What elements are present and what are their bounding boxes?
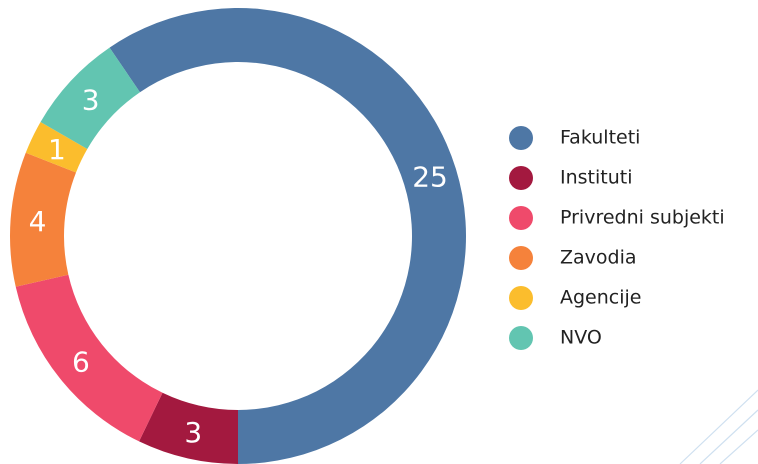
data-label: 4 bbox=[29, 205, 47, 238]
donut-segment bbox=[25, 122, 88, 173]
legend-swatch bbox=[509, 166, 533, 190]
legend-swatch bbox=[509, 126, 533, 150]
legend-label: Agencije bbox=[560, 287, 641, 309]
data-label: 3 bbox=[184, 416, 202, 449]
decoration bbox=[679, 389, 758, 464]
legend-label: Instituti bbox=[560, 167, 633, 189]
legend-swatch bbox=[509, 206, 533, 230]
donut-segment bbox=[15, 274, 163, 442]
donut-segment bbox=[139, 392, 239, 464]
legend-label: Fakulteti bbox=[560, 127, 640, 149]
legend-label: NVO bbox=[560, 327, 602, 349]
data-label: 25 bbox=[412, 161, 448, 194]
legend-swatch bbox=[509, 286, 533, 310]
legend-swatch bbox=[509, 326, 533, 350]
data-label: 3 bbox=[82, 83, 100, 116]
legend-label: Zavodia bbox=[560, 247, 637, 269]
donut-segment bbox=[40, 47, 140, 150]
donut-segment bbox=[9, 152, 77, 287]
donut-segment bbox=[109, 8, 466, 464]
legend-label: Privredni subjekti bbox=[560, 207, 725, 229]
legend-swatch bbox=[509, 246, 533, 270]
data-label: 6 bbox=[72, 345, 90, 378]
data-label: 1 bbox=[48, 133, 66, 166]
